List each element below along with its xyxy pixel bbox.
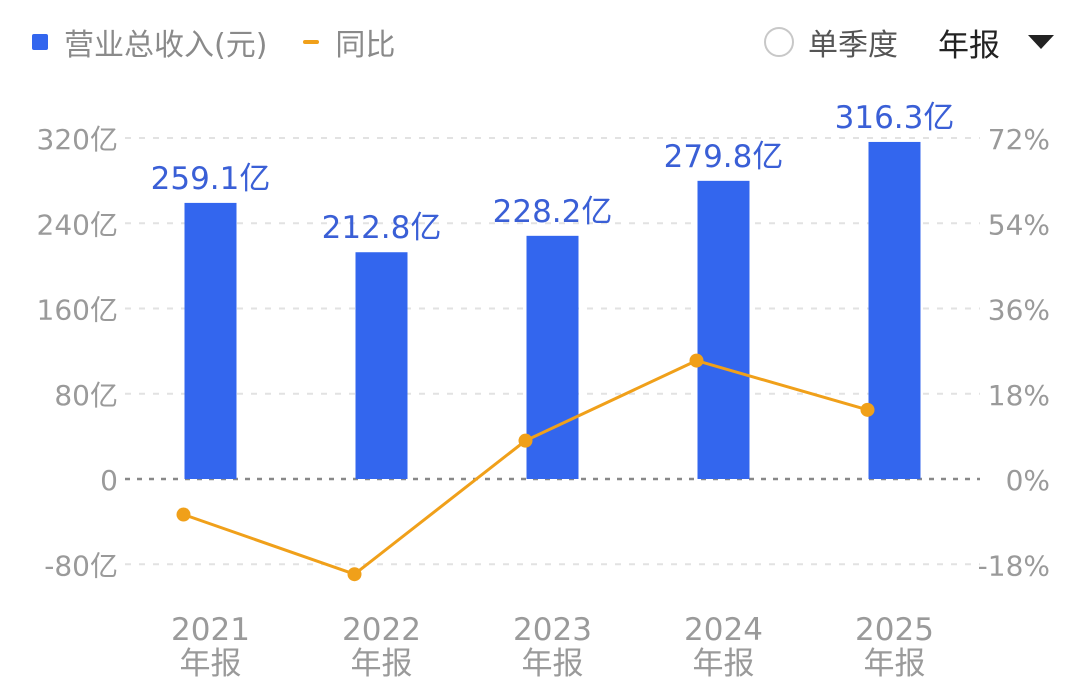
bar [526, 235, 579, 479]
quarter-radio-label: 单季度 [808, 28, 898, 63]
radio-circle-icon[interactable] [764, 27, 794, 57]
yoy-line [183, 358, 868, 576]
y-right-tick-label: -18% [978, 549, 1050, 582]
quarter-radio[interactable]: 单季度 [764, 20, 898, 64]
yoy-point [176, 507, 191, 522]
x-tick-label: 2024 年报 [684, 612, 763, 682]
legend-label-yoy: 同比 [335, 28, 396, 63]
yoy-point [518, 433, 533, 448]
bar-value-label: 259.1亿 [151, 161, 271, 197]
yoy-point [860, 402, 875, 417]
y-left-tick-label: 80亿 [54, 379, 118, 412]
x-tick-label: 2022 年报 [342, 612, 421, 682]
bar-value-label: 279.8亿 [664, 139, 784, 175]
y-right-tick-label: 54% [988, 208, 1050, 241]
bar [355, 252, 408, 479]
legend-item-revenue[interactable]: 营业总收入(元) [32, 20, 267, 64]
yoy-point [689, 353, 704, 368]
y-right-tick-label: 0% [1006, 464, 1050, 497]
chart-controls: 单季度 年报 [764, 16, 1054, 68]
legend: 营业总收入(元) 同比 [32, 18, 431, 66]
x-tick-label: 2021 年报 [171, 612, 250, 682]
y-right-tick-label: 18% [988, 379, 1050, 412]
y-right-tick-label: 36% [988, 294, 1050, 327]
period-dropdown-value: 年报 [938, 27, 1000, 64]
bar-value-label: 212.8亿 [322, 210, 442, 246]
bar [868, 141, 921, 479]
y-right-tick-label: 72% [988, 123, 1050, 156]
y-left-tick-label: 240亿 [37, 208, 118, 241]
y-left-tick-label: 320亿 [37, 123, 118, 156]
bar-value-label: 316.3亿 [835, 100, 955, 136]
period-dropdown[interactable]: 年报 [938, 20, 1054, 65]
x-tick-label: 2023 年报 [513, 612, 592, 682]
y-left-tick-label: 0 [100, 464, 118, 497]
bar-value-label: 228.2亿 [493, 194, 613, 230]
legend-label-revenue: 营业总收入(元) [64, 28, 268, 63]
y-left-tick-label: 160亿 [37, 294, 118, 327]
caret-down-icon[interactable] [1028, 35, 1054, 49]
bar [697, 180, 750, 479]
yoy-point [347, 567, 362, 582]
bar-swatch-icon [32, 34, 48, 50]
y-left-tick-label: -80亿 [44, 549, 118, 582]
legend-item-yoy[interactable]: 同比 [303, 20, 395, 64]
line-swatch-icon [303, 40, 320, 44]
x-tick-label: 2025 年报 [855, 612, 934, 682]
bar [184, 202, 237, 480]
